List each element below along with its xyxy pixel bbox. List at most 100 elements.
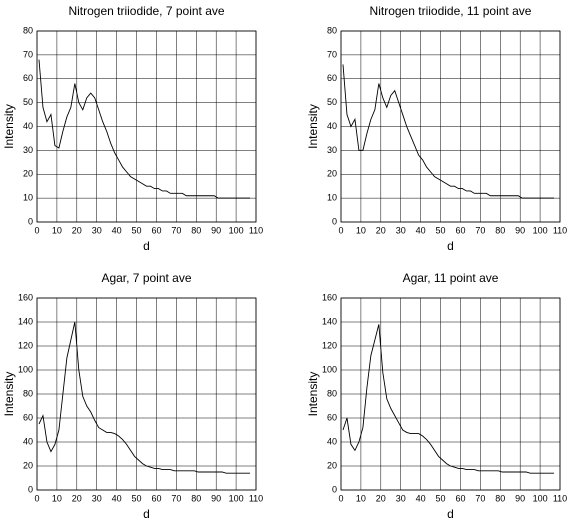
x-tick-label: 60: [455, 225, 465, 235]
x-tick-label: 30: [396, 493, 406, 503]
y-tick-label: 80: [327, 25, 337, 35]
x-axis-label: d: [447, 507, 454, 521]
x-tick-label: 40: [416, 493, 426, 503]
y-tick-label: 160: [18, 292, 33, 302]
x-tick-label: 100: [533, 225, 548, 235]
x-tick-label: 110: [249, 225, 263, 235]
y-tick-label: 20: [327, 169, 337, 179]
data-line: [38, 321, 251, 474]
y-tick-label: 80: [327, 388, 337, 398]
x-axis-label: d: [143, 507, 150, 521]
x-tick-label: 0: [34, 225, 39, 235]
y-tick-label: 40: [23, 121, 33, 131]
x-tick-label: 0: [338, 225, 343, 235]
x-tick-label: 30: [92, 493, 102, 503]
x-tick-label: 90: [515, 225, 525, 235]
y-tick-label: 100: [18, 364, 33, 374]
data-line: [342, 324, 555, 474]
y-tick-label: 0: [28, 484, 33, 494]
x-tick-label: 10: [52, 225, 62, 235]
x-tick-label: 0: [34, 493, 39, 503]
x-tick-label: 10: [52, 493, 62, 503]
y-tick-label: 80: [23, 388, 33, 398]
x-tick-label: 80: [191, 225, 201, 235]
x-tick-label: 60: [151, 225, 161, 235]
x-tick-label: 110: [249, 493, 263, 503]
y-tick-label: 40: [327, 436, 337, 446]
x-tick-label: 70: [475, 493, 485, 503]
y-tick-label: 0: [332, 484, 337, 494]
chart-title: Agar, 7 point ave: [101, 271, 191, 285]
x-tick-label: 20: [72, 225, 82, 235]
y-tick-label: 0: [28, 216, 33, 226]
x-tick-label: 70: [171, 225, 181, 235]
data-line: [342, 64, 555, 199]
x-tick-label: 50: [436, 225, 446, 235]
y-tick-label: 120: [18, 340, 33, 350]
y-tick-label: 70: [23, 49, 33, 59]
y-tick-label: 0: [332, 216, 337, 226]
y-tick-label: 80: [23, 25, 33, 35]
y-tick-label: 120: [322, 340, 337, 350]
chart-title: Nitrogen triiodide, 7 point ave: [68, 4, 224, 18]
y-tick-label: 20: [327, 460, 337, 470]
x-tick-label: 80: [495, 225, 505, 235]
y-axis-label: Intensity: [2, 372, 16, 417]
x-tick-label: 30: [396, 225, 406, 235]
chart-title: Agar, 11 point ave: [403, 271, 499, 285]
y-axis-label: Intensity: [306, 372, 320, 417]
x-tick-label: 40: [112, 493, 122, 503]
y-tick-label: 100: [322, 364, 337, 374]
y-tick-label: 50: [23, 97, 33, 107]
x-tick-label: 50: [132, 493, 142, 503]
x-tick-label: 50: [436, 493, 446, 503]
x-tick-label: 70: [475, 225, 485, 235]
y-tick-label: 10: [327, 193, 337, 203]
chart-title: Nitrogen triiodide, 11 point ave: [370, 4, 532, 18]
x-tick-label: 10: [356, 493, 366, 503]
y-tick-label: 30: [327, 145, 337, 155]
y-tick-label: 20: [23, 460, 33, 470]
x-tick-label: 100: [533, 493, 548, 503]
x-tick-label: 60: [151, 493, 161, 503]
y-tick-label: 30: [23, 145, 33, 155]
y-axis-label: Intensity: [2, 104, 16, 149]
x-tick-label: 30: [92, 225, 102, 235]
x-tick-label: 70: [171, 493, 181, 503]
x-tick-label: 20: [376, 225, 386, 235]
y-tick-label: 60: [23, 73, 33, 83]
y-tick-label: 60: [327, 73, 337, 83]
x-tick-label: 20: [376, 493, 386, 503]
y-tick-label: 20: [23, 169, 33, 179]
x-axis-label: d: [143, 239, 150, 253]
y-tick-label: 40: [23, 436, 33, 446]
y-tick-label: 10: [23, 193, 33, 203]
y-tick-label: 70: [327, 49, 337, 59]
x-tick-label: 40: [112, 225, 122, 235]
x-tick-label: 90: [211, 493, 221, 503]
y-tick-label: 50: [327, 97, 337, 107]
y-tick-label: 160: [322, 292, 337, 302]
x-tick-label: 110: [553, 493, 567, 503]
x-tick-label: 40: [416, 225, 426, 235]
y-axis-label: Intensity: [306, 104, 320, 149]
x-axis-label: d: [447, 239, 454, 253]
y-tick-label: 140: [322, 316, 337, 326]
data-line: [38, 59, 251, 199]
x-tick-label: 50: [132, 225, 142, 235]
x-tick-label: 0: [338, 493, 343, 503]
x-tick-label: 110: [553, 225, 567, 235]
y-tick-label: 60: [327, 412, 337, 422]
x-tick-label: 100: [229, 493, 244, 503]
x-tick-label: 100: [229, 225, 244, 235]
y-tick-label: 140: [18, 316, 33, 326]
x-tick-label: 90: [211, 225, 221, 235]
x-tick-label: 90: [515, 493, 525, 503]
x-tick-label: 10: [356, 225, 366, 235]
x-tick-label: 80: [191, 493, 201, 503]
x-tick-label: 20: [72, 493, 82, 503]
x-tick-label: 60: [455, 493, 465, 503]
x-tick-label: 80: [495, 493, 505, 503]
y-tick-label: 40: [327, 121, 337, 131]
